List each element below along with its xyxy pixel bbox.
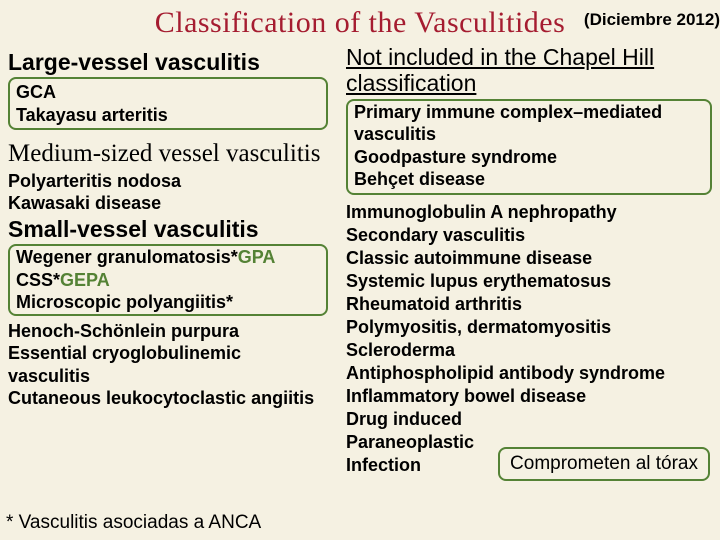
small-box-line-green: GPA [238, 247, 276, 267]
heading-large-vessel: Large-vessel vasculitis [8, 50, 328, 75]
small-box-line: CSS*GEPA [16, 269, 320, 292]
small-box-line-text: CSS* [16, 270, 60, 290]
medium-items-text: Polyarteritis nodosa Kawasaki disease [8, 170, 328, 215]
small-box-line-text: Microscopic polyangiitis* [16, 292, 233, 312]
primary-immune-items: Primary immune complex–mediated vasculit… [354, 101, 704, 191]
heading-medium-vessel: Medium-sized vessel vasculitis [8, 140, 328, 168]
box-large-vessel: GCA Takayasu arteritis [8, 77, 328, 130]
heading-small-vessel: Small-vessel vasculitis [8, 217, 328, 242]
small-box-line-text: Wegener granulomatosis* [16, 247, 238, 267]
date-label: (Diciembre 2012) [584, 10, 720, 30]
box-small-vessel: Wegener granulomatosis*GPACSS*GEPAMicros… [8, 244, 328, 316]
slide-root: Classification of the Vasculitides (Dici… [0, 0, 720, 540]
large-vessel-items: GCA Takayasu arteritis [16, 81, 320, 126]
secondary-list-text: Immunoglobulin A nephropathy Secondary v… [346, 201, 712, 477]
box-primary-immune: Primary immune complex–mediated vasculit… [346, 99, 712, 195]
medium-vessel-items: Polyarteritis nodosa Kawasaki disease [8, 170, 328, 215]
heading-not-included: Not included in the Chapel Hill classifi… [346, 44, 712, 97]
small-vessel-rest: Henoch-Schönlein purpura Essential cryog… [8, 320, 328, 410]
small-box-line-green: GEPA [60, 270, 110, 290]
small-rest-text: Henoch-Schönlein purpura Essential cryog… [8, 320, 328, 410]
left-column: Large-vessel vasculitis GCA Takayasu art… [8, 44, 328, 477]
callout-thorax: Comprometen al tórax [498, 447, 710, 481]
small-box-line: Wegener granulomatosis*GPA [16, 246, 320, 269]
secondary-list: Immunoglobulin A nephropathy Secondary v… [346, 201, 712, 477]
right-column: Not included in the Chapel Hill classifi… [346, 44, 712, 477]
small-box-line: Microscopic polyangiitis* [16, 291, 320, 314]
columns: Large-vessel vasculitis GCA Takayasu art… [8, 44, 712, 477]
footnote-anca: * Vasculitis asociadas a ANCA [6, 512, 261, 534]
